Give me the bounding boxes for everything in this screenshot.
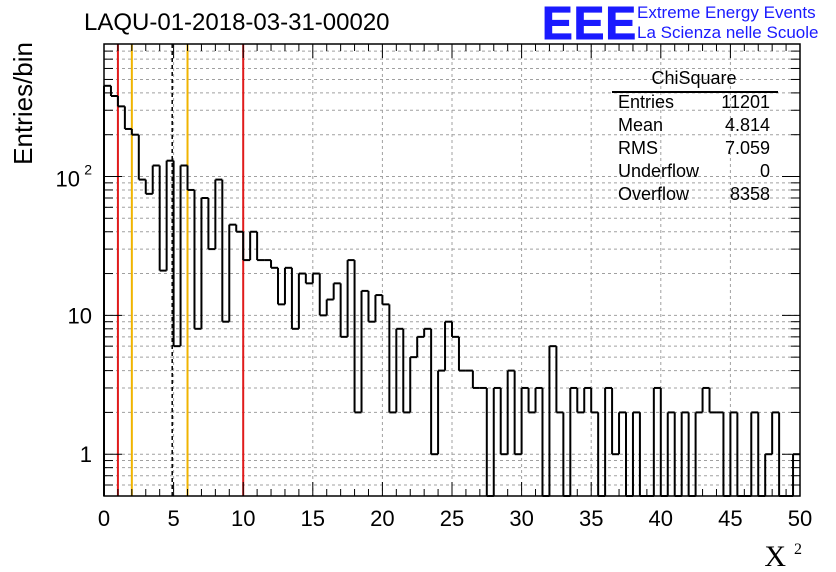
- x-tick-label: 45: [718, 506, 742, 531]
- stats-value: 11201: [721, 92, 770, 112]
- run-title: LAQU-01-2018-03-31-00020: [84, 9, 390, 36]
- x-axis-title-superscript: 2: [794, 541, 802, 558]
- grid-layer: [104, 44, 800, 496]
- stats-label: Entries: [618, 92, 675, 112]
- stats-value: 0: [759, 161, 770, 181]
- stats-row-underflow: Underflow 0: [618, 161, 770, 185]
- reference-lines: [116, 44, 245, 496]
- stats-divider: [612, 91, 778, 93]
- stats-row-rms: RMS 7.059: [618, 138, 770, 162]
- stats-label: Mean: [618, 115, 664, 135]
- stats-box: ChiSquare Entries 11201 Mean 4.814 RMS 7…: [610, 66, 778, 208]
- stats-label: RMS: [618, 138, 658, 158]
- axis-ticks: [103, 43, 801, 497]
- eee-logo: EEE Extreme Energy Events La Scienza nel…: [540, 0, 836, 50]
- stats-row-entries: Entries 11201: [618, 92, 770, 116]
- x-axis-title: X: [764, 540, 786, 572]
- stats-value: 7.059: [724, 138, 770, 158]
- logo-line-1: Extreme Energy Events: [637, 3, 816, 22]
- stats-label: Underflow: [618, 161, 700, 181]
- eee-logo-mark: EEE: [541, 0, 638, 50]
- stats-label: Overflow: [618, 184, 690, 204]
- y-tick-label: 1: [80, 442, 92, 467]
- x-tick-label: 15: [301, 506, 325, 531]
- y-axis-title: Entries/bin: [8, 42, 38, 165]
- x-tick-label: 40: [649, 506, 673, 531]
- x-tick-label: 35: [579, 506, 603, 531]
- x-tick-label: 25: [440, 506, 464, 531]
- x-tick-label: 30: [509, 506, 533, 531]
- stats-value: 8358: [729, 184, 770, 204]
- stats-row-overflow: Overflow 8358: [618, 184, 770, 208]
- x-tick-label: 20: [370, 506, 394, 531]
- stats-row-mean: Mean 4.814: [618, 115, 770, 139]
- y-tick-label: 10: [56, 166, 80, 191]
- x-tick-label: 10: [231, 506, 255, 531]
- y-tick-label-exponent: 2: [84, 161, 92, 177]
- x-tick-label: 5: [167, 506, 179, 531]
- x-tick-label: 0: [98, 506, 110, 531]
- stats-value: 4.814: [724, 115, 770, 135]
- stats-title: ChiSquare: [651, 68, 737, 88]
- x-tick-label: 50: [788, 506, 812, 531]
- logo-line-2: La Scienza nelle Scuole: [637, 23, 819, 42]
- y-tick-label: 10: [68, 303, 92, 328]
